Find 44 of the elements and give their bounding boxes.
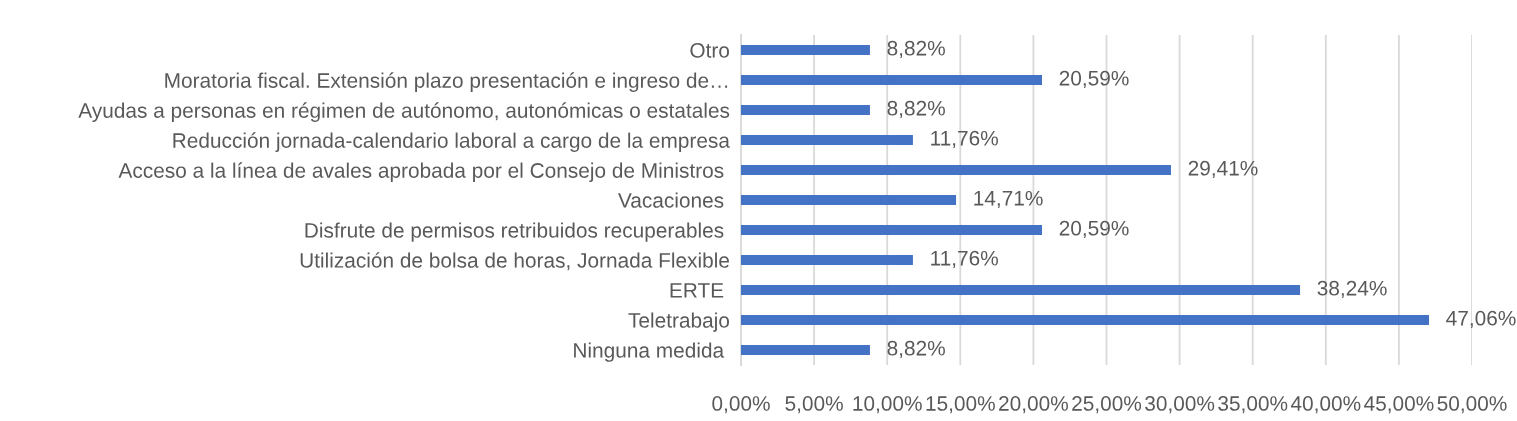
y-tick-label: Vacaciones: [618, 192, 724, 208]
y-tick-label: ERTE: [670, 283, 724, 298]
y-tick-label: Disfrute de permisos retribuidos recuperables: [305, 222, 724, 242]
x-tick-label: 15,00%: [926, 396, 995, 414]
data-label: 20,59%: [1059, 70, 1129, 89]
y-tick-label: Moratoria fiscal. Extensión plazo presentación e ingreso de…: [165, 72, 728, 92]
bar: [741, 135, 913, 145]
y-tick-label: Ninguna medida: [574, 342, 725, 362]
bar: [741, 285, 1301, 295]
x-tick-label: 30,00%: [1145, 396, 1215, 414]
x-tick-label: 0,00%: [712, 396, 770, 414]
data-label: 8,82%: [887, 340, 945, 359]
x-tick-label: 35,00%: [1218, 396, 1288, 414]
x-tick-label: 40,00%: [1290, 396, 1361, 414]
x-tick-label: 25,00%: [1072, 396, 1142, 414]
x-tick-label: 5,00%: [785, 396, 843, 414]
data-label: 47,06%: [1446, 310, 1516, 329]
data-label: 11,76%: [931, 250, 998, 269]
y-tick-label: Acceso a la línea de avales aprobada por el Consejo de Ministros: [118, 162, 724, 182]
y-tick-label: Ayudas a personas en régimen de autónomo, autonómicas o estatales: [78, 102, 730, 122]
bar: [741, 165, 1171, 175]
bar: [741, 225, 1043, 235]
data-label: 8,82%: [887, 40, 945, 59]
x-tick-label: 50,00%: [1437, 396, 1507, 414]
bar: [741, 75, 1043, 85]
x-tick-label: 45,00%: [1364, 396, 1434, 414]
data-label: 20,59%: [1059, 220, 1129, 239]
y-tick-label: Utilización de bolsa de horas, Jornada Flexible: [300, 252, 729, 271]
data-label: 14,71%: [974, 190, 1043, 209]
data-label: 8,82%: [887, 100, 945, 119]
x-tick-label: 20,00%: [999, 396, 1068, 414]
x-tick-label: 10,00%: [853, 396, 922, 414]
data-label: 38,24%: [1317, 280, 1387, 299]
bar: [741, 345, 870, 355]
data-label: 11,76%: [931, 130, 998, 149]
bar: [741, 315, 1430, 325]
y-tick-label: Otro: [690, 43, 730, 58]
bar: [741, 45, 870, 55]
bar: [741, 105, 870, 115]
bar: [741, 195, 957, 205]
y-tick-label: Teletrabajo: [628, 312, 730, 332]
y-tick-label: Reducción jornada-calendario laboral a cargo de la empresa: [173, 132, 730, 152]
bar: [741, 255, 913, 265]
data-label: 29,41%: [1188, 160, 1258, 179]
